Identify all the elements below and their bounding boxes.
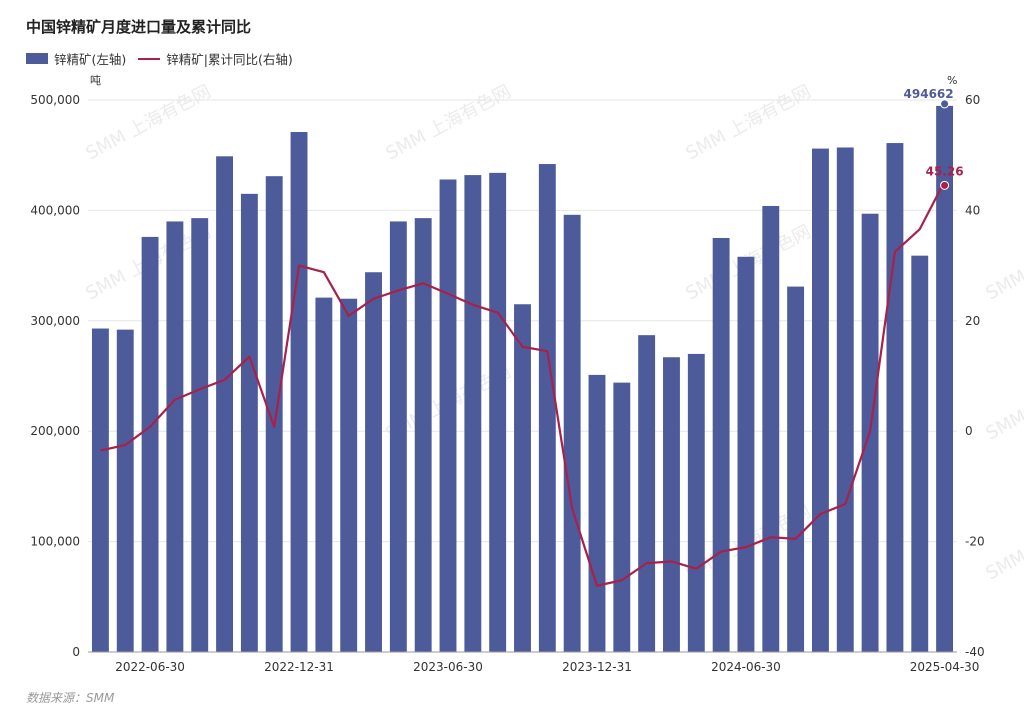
bar-8 (290, 132, 308, 653)
bar-6 (240, 193, 258, 652)
y-left-tick-5: 500,000 (30, 93, 80, 107)
bar-last-label: 494662 (904, 87, 954, 101)
x-tick-5: 2025-04-30 (910, 660, 980, 674)
bar-33 (911, 255, 929, 652)
y-right-tick-3: 20 (965, 314, 980, 328)
y-left-unit: 吨 (90, 74, 101, 87)
bar-4 (191, 218, 209, 653)
y-left-tick-1: 100,000 (30, 535, 80, 549)
x-tick-0: 2022-06-30 (115, 660, 185, 674)
bar-34 (936, 105, 954, 653)
chart-legend: 锌精矿(左轴) 锌精矿|累计同比(右轴) (26, 49, 305, 68)
bar-7 (265, 176, 283, 652)
x-tick-1: 2022-12-31 (264, 660, 334, 674)
bar-12 (389, 221, 407, 652)
bar-2 (141, 236, 159, 652)
bar-10 (340, 298, 358, 652)
bar-24 (687, 353, 705, 652)
watermark-0: SMM 上海有色网 (82, 81, 214, 164)
watermark-1: SMM 上海有色网 (382, 81, 514, 164)
x-tick-2: 2023-06-30 (413, 660, 483, 674)
legend-item-line[interactable]: 锌精矿|累计同比(右轴) (138, 49, 293, 68)
y-right-tick-1: -20 (965, 535, 985, 549)
bar-19 (563, 214, 581, 653)
bar-last-marker (940, 99, 950, 109)
bar-14 (439, 179, 457, 652)
y-left-tick-4: 400,000 (30, 203, 80, 217)
bar-13 (414, 218, 432, 653)
bar-15 (464, 175, 482, 652)
legend-item-bar[interactable]: 锌精矿(左轴) (26, 49, 126, 68)
chart-title: 中国锌精矿月度进口量及累计同比 (26, 18, 252, 36)
x-tick-3: 2023-12-31 (562, 660, 632, 674)
watermark-5: SMM 上海有色网 (982, 221, 1024, 304)
bar-26 (737, 256, 755, 652)
y-right-tick-0: -40 (965, 645, 985, 659)
legend-line-label: 锌精矿|累计同比(右轴) (166, 52, 293, 67)
bar-0 (91, 328, 109, 652)
bar-22 (638, 335, 656, 652)
watermark-2: SMM 上海有色网 (682, 81, 814, 164)
bar-1 (116, 329, 134, 652)
bar-20 (588, 374, 606, 652)
bar-18 (538, 164, 556, 653)
y-right-unit: % (947, 74, 957, 87)
y-left-tick-0: 0 (72, 645, 80, 659)
x-tick-4: 2024-06-30 (711, 660, 781, 674)
y-left-tick-2: 200,000 (30, 424, 80, 438)
y-right-tick-2: 0 (965, 424, 973, 438)
bar-30 (836, 147, 854, 653)
bar-28 (787, 286, 805, 652)
legend-line-swatch (138, 57, 161, 60)
watermark-7: SMM 上海有色网 (982, 361, 1024, 444)
bar-3 (166, 221, 184, 652)
bar-27 (762, 205, 780, 652)
bar-5 (216, 156, 233, 652)
bar-23 (663, 357, 680, 652)
bar-32 (886, 143, 904, 652)
bar-17 (514, 304, 531, 652)
legend-bar-label: 锌精矿(左轴) (54, 52, 127, 67)
bar-9 (315, 297, 333, 652)
bar-25 (712, 238, 730, 652)
bar-16 (489, 172, 507, 652)
bar-11 (365, 272, 382, 652)
data-source: 数据来源：SMM (26, 691, 115, 705)
bar-21 (613, 382, 631, 652)
y-right-tick-4: 40 (965, 203, 980, 217)
bar-29 (812, 148, 829, 653)
y-right-tick-5: 60 (965, 93, 980, 107)
legend-bar-swatch (26, 53, 48, 64)
line-last-marker (940, 180, 950, 190)
y-left-tick-3: 300,000 (30, 314, 80, 328)
watermark-9: SMM 上海有色网 (982, 501, 1024, 584)
line-last-label: 45.26 (926, 164, 964, 178)
